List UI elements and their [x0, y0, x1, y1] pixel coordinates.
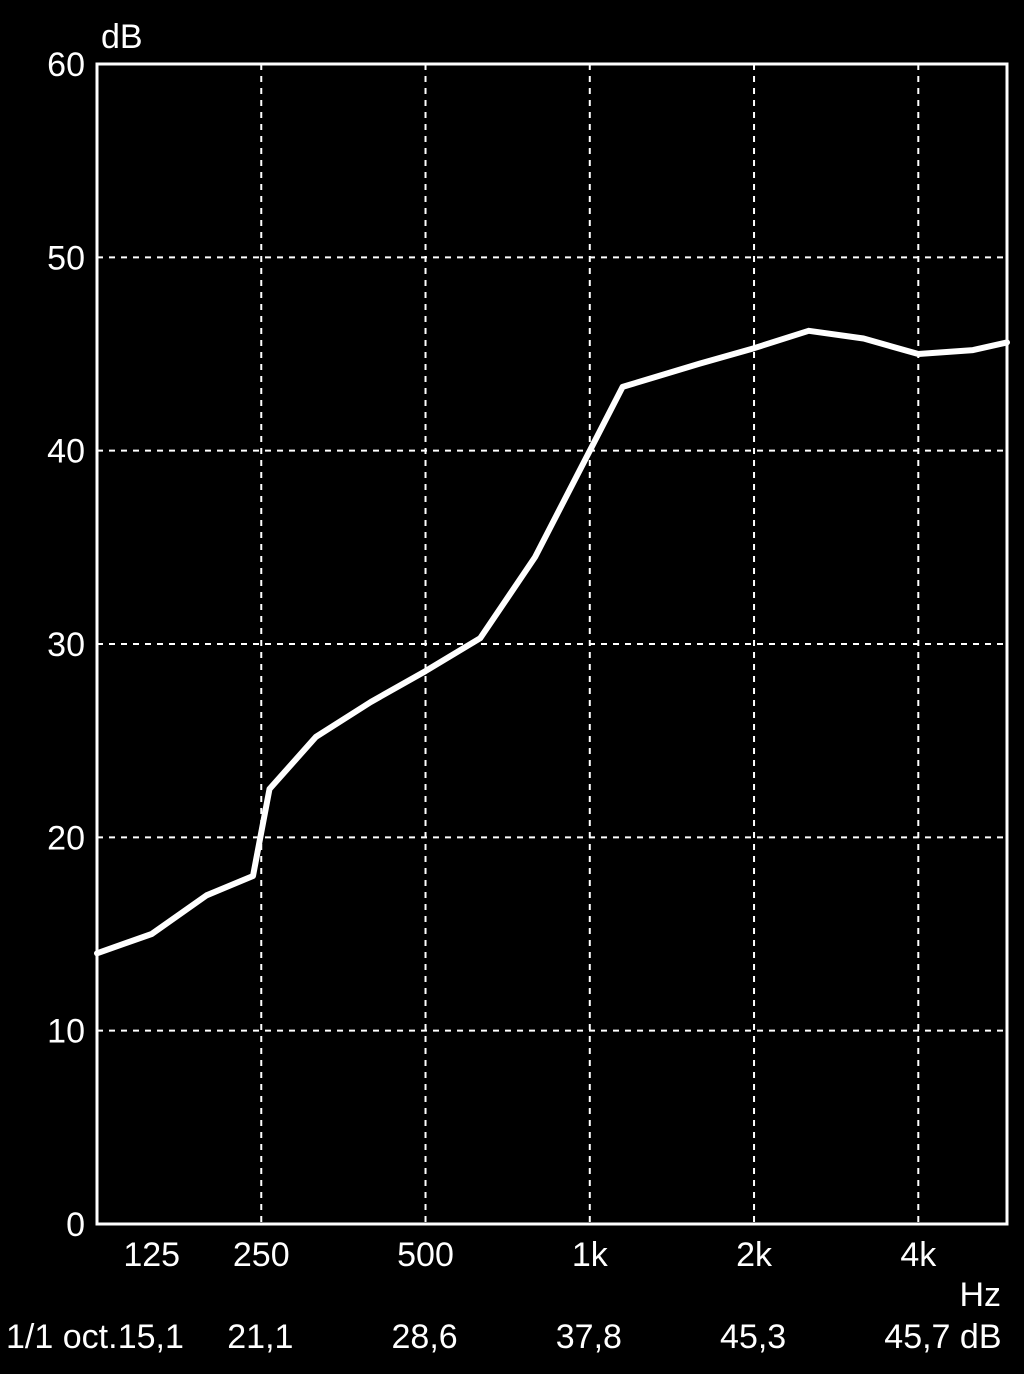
- x-tick-label: 4k: [900, 1236, 937, 1274]
- x-axis-label: Hz: [959, 1276, 1001, 1314]
- y-tick-label: 10: [47, 1013, 85, 1051]
- y-axis-label: dB: [101, 18, 143, 56]
- y-tick-label: 50: [47, 239, 85, 277]
- footer-value: 15,1: [118, 1318, 184, 1356]
- x-tick-label: 2k: [736, 1236, 773, 1274]
- y-tick-label: 40: [47, 433, 85, 471]
- footer-value: 37,8: [556, 1318, 622, 1356]
- x-tick-label: 250: [233, 1236, 290, 1274]
- footer-value: 28,6: [392, 1318, 458, 1356]
- chart-root: 0 10 20 30 40 50 60 dB 125 250 500 1k 2k 4k Hz 1/1 oct.…: [0, 0, 1024, 1374]
- x-tick-label: 125: [123, 1236, 180, 1274]
- y-tick-label: 0: [66, 1206, 85, 1244]
- x-tick-label: 1k: [572, 1236, 609, 1274]
- footer-value: 45,3: [720, 1318, 786, 1356]
- y-tick-label: 30: [47, 626, 85, 664]
- footer-leader: 1/1 oct.: [6, 1318, 118, 1356]
- data-line: [97, 331, 1007, 954]
- footer-value: 21,1: [227, 1318, 293, 1356]
- footer-value: 45,7 dB: [884, 1318, 1001, 1356]
- y-tick-label: 60: [47, 46, 85, 84]
- y-tick-label: 20: [47, 819, 85, 857]
- x-tick-label: 500: [397, 1236, 454, 1274]
